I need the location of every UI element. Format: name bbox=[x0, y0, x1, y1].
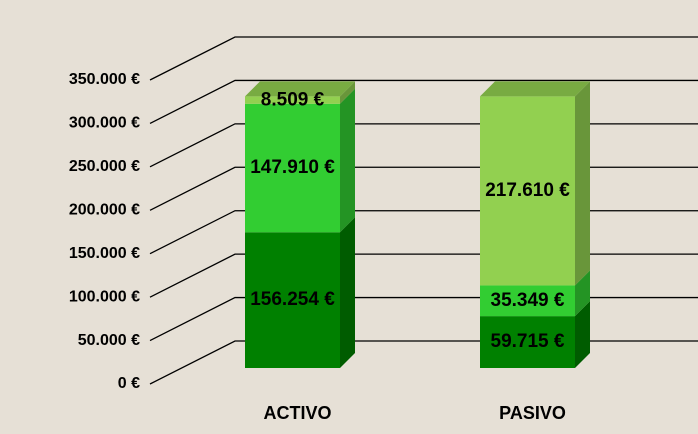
bar-side bbox=[340, 81, 355, 104]
grid-line bbox=[149, 166, 698, 211]
value-label: 35.349 € bbox=[491, 290, 565, 311]
value-label: 8.509 € bbox=[261, 89, 325, 110]
bar-side bbox=[340, 217, 355, 368]
y-tick-label: 50.000 € bbox=[78, 332, 140, 349]
value-label: 147.910 € bbox=[250, 157, 335, 178]
x-tick-label: PASIVO bbox=[499, 403, 566, 423]
grid-line bbox=[149, 340, 698, 385]
grid-line bbox=[149, 210, 698, 255]
y-tick-label: 350.000 € bbox=[69, 71, 140, 88]
bar bbox=[245, 96, 340, 104]
y-tick-label: 200.000 € bbox=[69, 202, 140, 219]
y-tick-label: 150.000 € bbox=[69, 245, 140, 262]
value-label: 217.610 € bbox=[485, 180, 570, 201]
bar bbox=[480, 96, 575, 286]
bar-side bbox=[575, 270, 590, 317]
y-tick-label: 100.000 € bbox=[69, 288, 140, 305]
value-label: 156.254 € bbox=[250, 289, 335, 310]
y-tick-label: 250.000 € bbox=[69, 158, 140, 175]
bar bbox=[480, 285, 575, 317]
grid-line bbox=[149, 36, 698, 81]
y-tick-label: 0 € bbox=[118, 375, 140, 392]
grid-line bbox=[149, 253, 698, 298]
grid-line bbox=[149, 79, 698, 125]
value-label: 59.715 € bbox=[491, 331, 565, 352]
bar bbox=[245, 232, 340, 368]
bar-top bbox=[480, 81, 590, 97]
bar-side bbox=[575, 81, 590, 286]
bar bbox=[245, 103, 340, 233]
bar bbox=[480, 316, 575, 368]
bar-top bbox=[245, 81, 355, 97]
x-tick-label: ACTIVO bbox=[263, 403, 331, 423]
bar-side bbox=[575, 301, 590, 368]
grid-line bbox=[149, 296, 698, 342]
y-tick-label: 300.000 € bbox=[69, 115, 140, 132]
bar-side bbox=[340, 88, 355, 233]
grid-line bbox=[149, 123, 698, 168]
